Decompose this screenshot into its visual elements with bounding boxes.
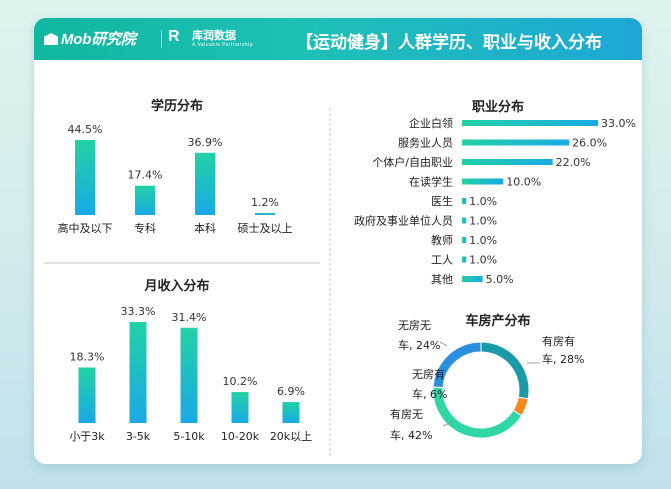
housing-slice-label: 车, 6% bbox=[412, 387, 447, 401]
income-chart-title: 月收入分布 bbox=[143, 278, 209, 294]
occupation-category-label: 医生 bbox=[431, 194, 453, 208]
income-bar bbox=[78, 367, 96, 423]
occupation-bar bbox=[462, 139, 570, 146]
income-category-label: 小于3k bbox=[69, 430, 105, 443]
brand-divider bbox=[161, 30, 162, 48]
income-value-label: 33.3% bbox=[121, 305, 156, 318]
income-category-label: 3-5k bbox=[126, 430, 151, 443]
education-category-label: 专科 bbox=[134, 221, 156, 235]
income-bar bbox=[231, 392, 249, 423]
income-value-label: 6.9% bbox=[277, 385, 305, 398]
housing-slice-label: 无房无 bbox=[398, 319, 431, 332]
occupation-value-label: 22.0% bbox=[556, 156, 591, 169]
occupation-bar bbox=[462, 276, 483, 282]
housing-slice-label: 有房有 bbox=[542, 334, 575, 348]
housing-slice-label: 车, 42% bbox=[390, 428, 432, 442]
kurun-brand-sub: A Valuable Partnership bbox=[192, 42, 253, 48]
education-bar bbox=[195, 152, 215, 215]
occupation-bar bbox=[462, 178, 504, 185]
education-category-label: 本科 bbox=[194, 221, 216, 235]
occupation-bar bbox=[462, 120, 598, 126]
education-bar bbox=[75, 140, 95, 215]
housing-slice-label: 有房无 bbox=[390, 407, 423, 421]
income-category-label: 5-10k bbox=[173, 430, 205, 443]
page-title: 【运动健身】人群学历、职业与收入分布 bbox=[296, 33, 602, 53]
mob-cube-icon bbox=[44, 33, 58, 45]
income-bar bbox=[180, 327, 198, 423]
occupation-value-label: 10.0% bbox=[506, 176, 541, 189]
occupation-category-label: 工人 bbox=[431, 254, 453, 267]
kurun-logo-icon: R bbox=[168, 28, 180, 45]
education-value-label: 1.2% bbox=[251, 196, 279, 209]
occupation-category-label: 服务业人员 bbox=[398, 137, 453, 150]
occupation-value-label: 33.0% bbox=[601, 117, 636, 130]
housing-chart-title: 车房产分布 bbox=[465, 313, 530, 329]
occupation-bar bbox=[462, 217, 467, 224]
kurun-brand-name: 库润数据 bbox=[192, 29, 236, 42]
housing-leader-line bbox=[442, 421, 453, 427]
charts-area: 学历分布 44.5% 高中及以下 17.4% 专科 36.9% 本科 1.2% 硕士及以上月收入… bbox=[44, 98, 636, 458]
mob-brand-text: Mob研究院 bbox=[61, 31, 136, 48]
occupation-value-label: 1.0% bbox=[469, 234, 497, 247]
income-category-label: 20k以上 bbox=[270, 430, 312, 443]
header-bar: Mob研究院 R 库润数据 A Valuable Partnership 【运动… bbox=[34, 18, 642, 60]
education-value-label: 44.5% bbox=[68, 123, 103, 136]
occupation-bar bbox=[462, 256, 467, 263]
housing-slice-label: 无房有 bbox=[412, 367, 445, 381]
housing-slice-label: 车, 24% bbox=[398, 338, 440, 352]
education-bar bbox=[135, 185, 155, 215]
housing-slice bbox=[432, 341, 482, 389]
occupation-category-label: 个体户/自由职业 bbox=[372, 155, 453, 169]
occupation-bar bbox=[462, 237, 467, 243]
occupation-value-label: 1.0% bbox=[469, 215, 497, 228]
income-value-label: 18.3% bbox=[70, 350, 105, 363]
education-category-label: 高中及以下 bbox=[58, 221, 113, 235]
education-value-label: 36.9% bbox=[188, 136, 223, 149]
housing-slice bbox=[480, 341, 530, 400]
income-value-label: 31.4% bbox=[172, 311, 207, 324]
education-bar bbox=[255, 212, 275, 215]
occupation-category-label: 其他 bbox=[431, 273, 453, 286]
mob-logo: Mob研究院 bbox=[44, 28, 136, 49]
occupation-bar bbox=[462, 198, 467, 204]
occupation-category-label: 政府及事业单位人员 bbox=[354, 214, 453, 228]
income-value-label: 10.2% bbox=[223, 375, 258, 388]
occupation-value-label: 1.0% bbox=[469, 254, 497, 267]
housing-leader-line bbox=[439, 341, 448, 347]
occupation-category-label: 企业白领 bbox=[409, 116, 453, 130]
occupation-value-label: 5.0% bbox=[486, 273, 514, 286]
education-value-label: 17.4% bbox=[128, 169, 163, 182]
income-category-label: 10-20k bbox=[221, 430, 260, 443]
income-bar bbox=[282, 402, 300, 423]
occupation-category-label: 在读学生 bbox=[409, 175, 453, 189]
income-bar bbox=[129, 322, 147, 423]
housing-slice-label: 车, 28% bbox=[542, 352, 584, 366]
occupation-value-label: 1.0% bbox=[469, 195, 497, 208]
occupation-bar bbox=[462, 159, 553, 165]
occupation-value-label: 26.0% bbox=[572, 137, 607, 150]
report-card: Mob研究院 R 库润数据 A Valuable Partnership 【运动… bbox=[34, 18, 642, 464]
occupation-chart-title: 职业分布 bbox=[472, 99, 524, 115]
education-chart-title: 学历分布 bbox=[151, 98, 203, 114]
education-category-label: 硕士及以上 bbox=[238, 222, 293, 235]
occupation-category-label: 教师 bbox=[431, 234, 453, 247]
